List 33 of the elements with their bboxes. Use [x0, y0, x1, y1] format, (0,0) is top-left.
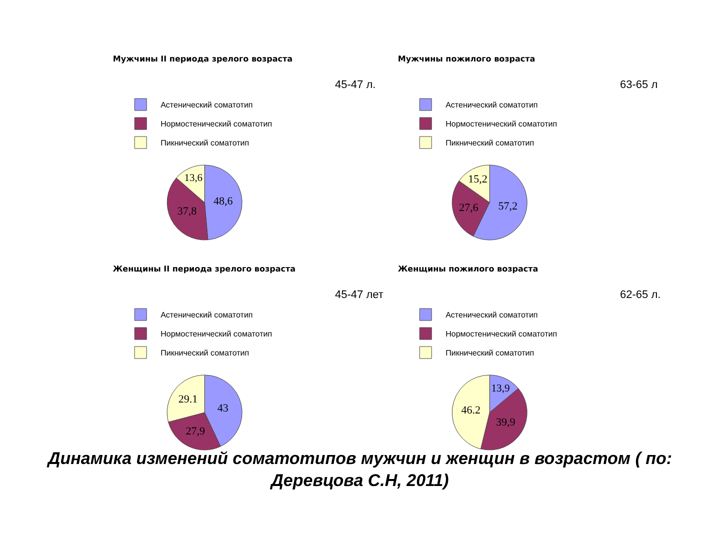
legend-label: Астенический соматотип	[446, 100, 538, 110]
legend-label: Пикнический соматотип	[446, 348, 534, 358]
text: 62-65 л.	[620, 289, 661, 301]
text: 45-47 л.	[335, 79, 376, 91]
legend-label: Нормостенический соматотип	[446, 120, 558, 129]
data-label: 27,6	[459, 202, 479, 214]
legend-label: Астенический соматотип	[446, 310, 538, 320]
text: Динамика изменений соматотипов мужчин и женщин в возрастом ( по: Деревцова С.Н, 2011)	[46, 448, 674, 492]
chart-title: Мужчины пожилого возраста	[398, 54, 536, 64]
legend-label: Пикнический соматотип	[160, 348, 250, 358]
data-label: 29.1	[178, 394, 198, 406]
legend-label: Нормостенический соматотип	[160, 120, 272, 129]
legend-label: Пикнический соматотип	[160, 138, 250, 148]
data-label: 15,2	[468, 174, 488, 186]
legend-label: Пикнический соматотип	[446, 138, 534, 148]
text: 45-47 лет	[335, 289, 384, 301]
data-label: 13,9	[491, 384, 510, 395]
data-label: 37,8	[177, 205, 198, 218]
data-label: 43	[217, 402, 229, 414]
chart-title: Женщины II периода зрелого возраста	[112, 264, 296, 274]
data-label: 27,9	[186, 426, 206, 438]
legend-label: Нормостенический соматотип	[446, 330, 558, 339]
legend-label: Астенический соматотип	[160, 310, 253, 320]
chart-title: Мужчины II периода зрелого возраста	[112, 54, 293, 64]
data-label: 13,6	[184, 173, 203, 184]
data-label: 46.2	[461, 404, 481, 416]
data-label: 39,9	[496, 416, 516, 429]
data-label: 48,6	[213, 196, 234, 208]
legend-label: Нормостенический соматотип	[160, 330, 272, 339]
legend-label: Астенический соматотип	[160, 100, 253, 110]
data-label: 57,2	[498, 200, 518, 213]
text: 63-65 л	[620, 79, 658, 91]
chart-title: Женщины пожилого возраста	[398, 264, 538, 274]
